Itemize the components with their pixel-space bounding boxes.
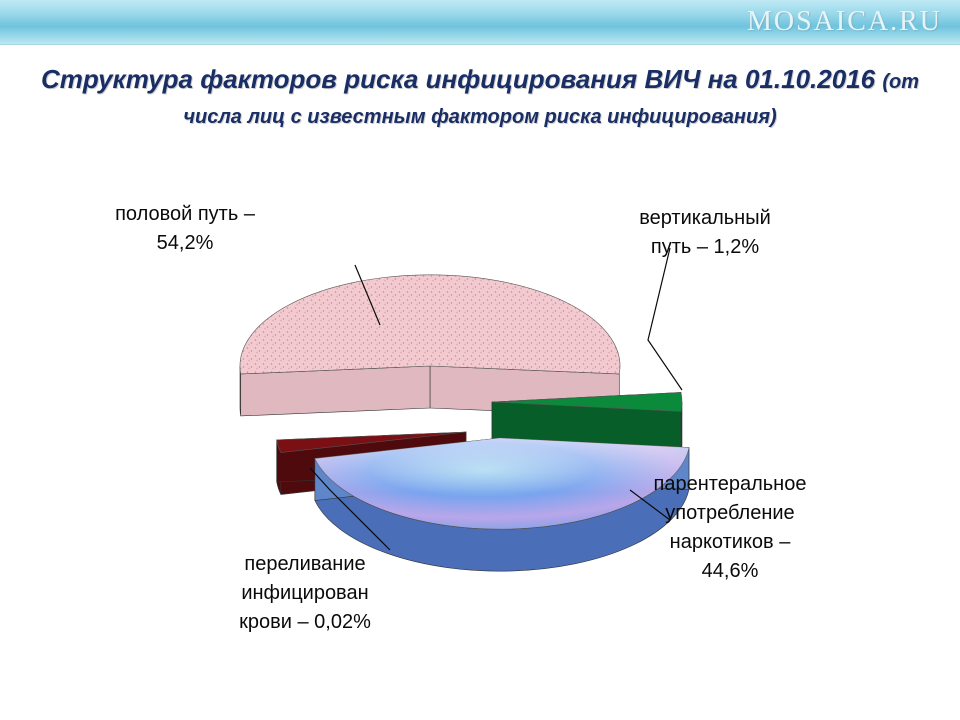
label-parenteral: парентеральноеупотреблениенаркотиков –44… [600,470,860,586]
watermark-text: MOSAICA.RU [747,6,942,38]
slide-title: Структура факторов риска инфицирования В… [40,62,920,132]
label-vertical: вертикальныйпуть – 1,2% [595,204,815,262]
label-transfusion: переливаниеинфицированкрови – 0,02% [180,550,430,637]
label-sexual: половой путь –54,2% [70,200,300,258]
title-main: Структура факторов риска инфицирования В… [41,64,882,94]
pie-chart-container: половой путь –54,2% вертикальныйпуть – 1,… [0,170,960,700]
